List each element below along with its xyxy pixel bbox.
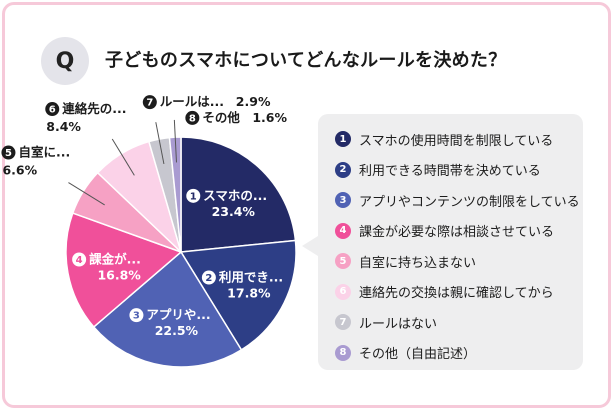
legend-number-badge: 3	[335, 192, 351, 209]
slice-value: 1.6%	[252, 110, 287, 125]
legend-number-badge: 5	[335, 253, 351, 270]
legend-number-badge: 6	[335, 283, 351, 300]
slice-label: スマホの...	[203, 188, 267, 203]
slice-number: 1	[190, 191, 197, 202]
slice-number: 7	[146, 98, 153, 109]
slice-label: 自室に...	[18, 145, 70, 160]
slice-label: その他	[202, 110, 240, 125]
legend-label: ルールはない	[359, 316, 438, 332]
slice-number: 8	[189, 113, 196, 124]
slice-value: 23.4%	[212, 204, 256, 219]
slice-label: アプリや...	[146, 307, 210, 322]
slice-label: 課金が...	[89, 252, 141, 267]
slice-number-badge	[142, 95, 157, 110]
legend-label: その他（自由記述）	[359, 347, 477, 363]
slice-value: 8.4%	[46, 119, 81, 134]
slice-number: 3	[133, 311, 140, 322]
slice-number-badge	[186, 188, 201, 203]
legend-label: 利用できる時間帯を決めている	[359, 164, 541, 180]
slice-number-badge	[201, 270, 216, 285]
leader-line	[68, 182, 105, 206]
question-title: 子どものスマホについてどんなルールを決めた？	[105, 50, 507, 71]
legend-number-badge: 7	[335, 314, 351, 331]
slice-label: 利用でき...	[219, 270, 283, 285]
legend-label: 自室に持ち込まない	[359, 255, 477, 271]
legend-number-badge: 2	[335, 161, 351, 178]
slice-number-badge	[45, 102, 60, 117]
pie-slice	[65, 212, 183, 329]
legend-number-badge: 1	[335, 131, 351, 148]
legend-list: 1 スマホの使用時間を制限している 2 利用できる時間帯を決めている 3 アプリやコンテン…	[335, 124, 580, 368]
leader-line	[173, 119, 177, 163]
slice-value: 22.5%	[155, 323, 199, 338]
pie-slice	[180, 136, 297, 253]
slice-number: 5	[5, 148, 12, 159]
slice-value: 2.9%	[236, 94, 271, 109]
legend-pointer	[302, 236, 318, 256]
legend-item: 8 その他（自由記述）	[335, 338, 580, 369]
legend-item: 7 ルールはない	[335, 307, 580, 338]
leader-line	[155, 122, 165, 165]
leader-line	[111, 138, 135, 176]
slice-label: 連絡先の...	[62, 101, 126, 116]
slice-number-badge	[185, 110, 200, 125]
legend-item: 4 課金が必要な際は相談させている	[335, 216, 580, 247]
slice-number-badge	[129, 308, 144, 323]
pie-slice	[179, 239, 297, 351]
slice-value: 17.8%	[227, 286, 271, 301]
legend-label: スマホの使用時間を制限している	[359, 133, 554, 149]
slice-number: 6	[49, 105, 56, 116]
legend-label: 課金が必要な際は相談させている	[359, 225, 555, 241]
slice-number: 4	[76, 255, 83, 266]
slice-label: ルールは...	[160, 94, 224, 109]
slice-number-badge	[1, 145, 16, 160]
legend-item: 6 連絡先の交換は親に確認してから	[335, 277, 580, 308]
slice-number-badge	[72, 252, 87, 267]
legend-item: 3 アプリやコンテンツの制限をしている	[335, 185, 580, 216]
legend-label: アプリやコンテンツの制限をしている	[359, 194, 580, 210]
legend-item: 2 利用できる時間帯を決めている	[335, 155, 580, 186]
legend-number-badge: 8	[335, 344, 351, 361]
legend-label: 連絡先の交換は親に確認してから	[359, 286, 554, 302]
question-badge-letter: Q	[55, 48, 75, 74]
slice-value: 16.8%	[97, 268, 141, 283]
slice-value: 6.6%	[2, 163, 37, 178]
legend-panel	[318, 114, 583, 370]
slice-number: 2	[205, 273, 212, 284]
legend-item: 1 スマホの使用時間を制限している	[335, 124, 580, 155]
legend-number-badge: 4	[335, 222, 351, 239]
legend-item: 5 自室に持ち込まない	[335, 246, 580, 277]
pie-slice	[92, 250, 243, 368]
question-badge: Q	[41, 37, 89, 85]
